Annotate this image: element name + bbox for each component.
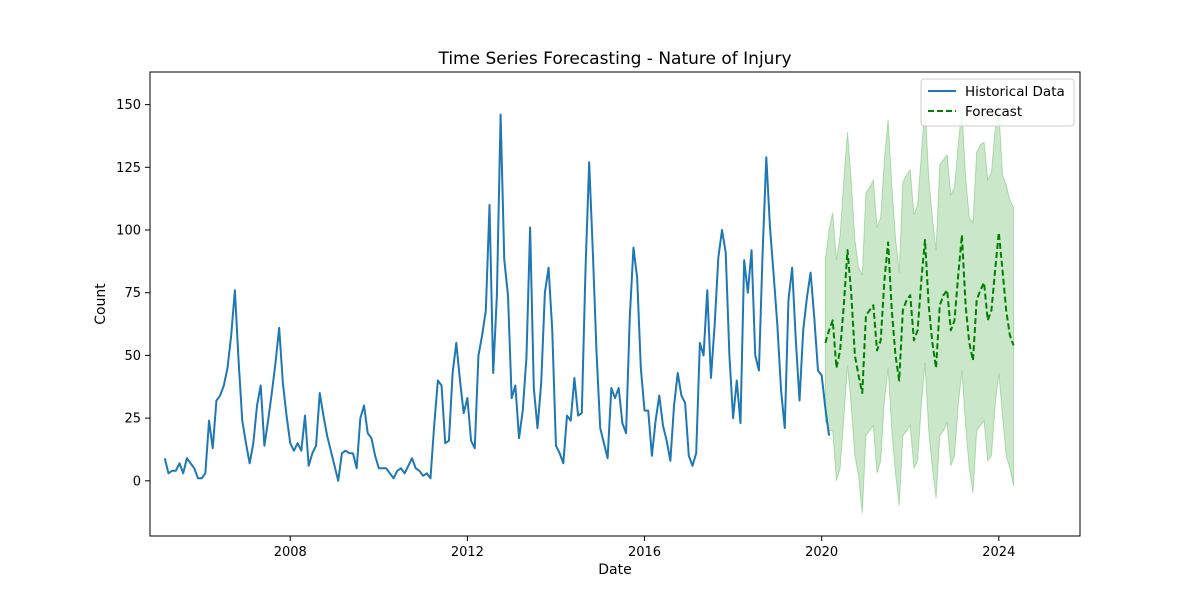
- historical-data-line: [163, 113, 831, 482]
- x-tick-label: 2008: [274, 545, 307, 560]
- legend-historical-label: Historical Data: [965, 84, 1065, 100]
- x-tick-label: 2024: [982, 545, 1015, 560]
- forecast-line: [824, 231, 1015, 395]
- y-axis-label: Count: [93, 283, 109, 325]
- x-axis-label: Date: [598, 562, 631, 578]
- y-axis: 0 25 50 75 100 125 150: [116, 98, 150, 489]
- x-tick-label: 2016: [628, 545, 661, 560]
- legend-box: [920, 78, 1075, 127]
- plot-area: [163, 104, 1015, 514]
- y-tick-label: 0: [133, 474, 141, 489]
- y-tick-label: 50: [124, 349, 141, 364]
- legend-forecast-label: Forecast: [965, 104, 1022, 120]
- x-axis: 2008 2012 2016 2020 2024: [274, 536, 1015, 560]
- x-tick-label: 2020: [805, 545, 838, 560]
- x-tick-label: 2012: [451, 545, 484, 560]
- forecast-interval-band: [824, 104, 1015, 514]
- plot-frame: [149, 71, 1081, 537]
- y-tick-label: 25: [124, 412, 141, 427]
- legend: Historical Data Forecast: [920, 78, 1075, 127]
- y-tick-label: 75: [124, 286, 141, 301]
- chart-title: Time Series Forecasting - Nature of Inju…: [437, 49, 791, 69]
- y-tick-label: 100: [116, 224, 141, 239]
- y-tick-label: 150: [116, 98, 141, 113]
- y-tick-label: 125: [116, 161, 141, 176]
